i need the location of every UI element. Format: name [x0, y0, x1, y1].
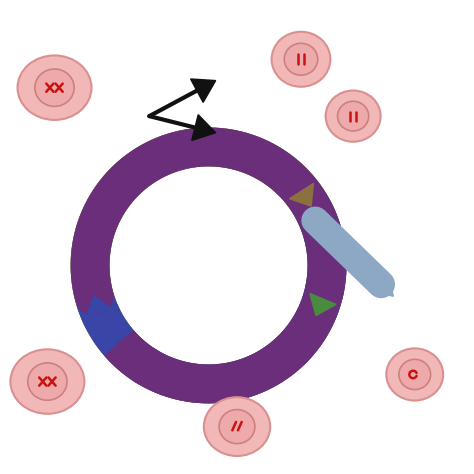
Ellipse shape [18, 55, 91, 120]
Ellipse shape [35, 69, 74, 106]
Polygon shape [86, 296, 113, 318]
Ellipse shape [272, 32, 330, 87]
Ellipse shape [10, 349, 84, 414]
Ellipse shape [386, 348, 443, 401]
Ellipse shape [337, 101, 369, 131]
Ellipse shape [28, 363, 67, 400]
Ellipse shape [399, 359, 430, 390]
Ellipse shape [204, 397, 270, 456]
Polygon shape [310, 293, 336, 316]
Polygon shape [369, 272, 393, 296]
Polygon shape [118, 342, 140, 365]
Ellipse shape [326, 91, 381, 142]
Ellipse shape [284, 43, 318, 75]
Polygon shape [191, 79, 216, 102]
Ellipse shape [219, 410, 255, 444]
Polygon shape [192, 115, 216, 140]
Polygon shape [290, 183, 313, 206]
